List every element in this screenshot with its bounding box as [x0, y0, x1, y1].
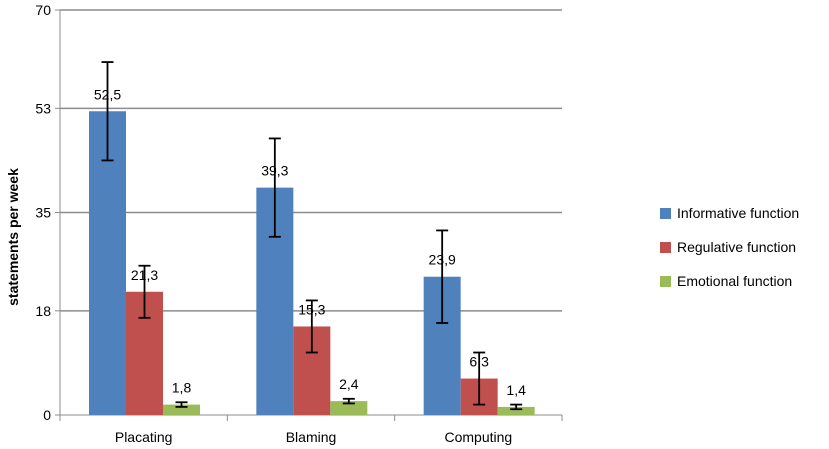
y-tick-label: 35: [35, 205, 51, 221]
legend-item-emotional: Emotional function: [660, 264, 799, 298]
y-tick-labels: 0 18 35 53 70: [35, 2, 51, 423]
data-label: 23,9: [429, 252, 456, 268]
y-axis-label: statements per week: [5, 168, 21, 306]
y-tick-label: 18: [35, 303, 51, 319]
data-label: 1,4: [506, 382, 526, 398]
bars: [89, 111, 535, 415]
legend-item-informative: Informative function: [660, 196, 799, 230]
legend: Informative function Regulative function…: [660, 196, 799, 298]
legend-swatch: [660, 207, 671, 219]
bar: [330, 401, 368, 415]
x-tick-label: Computing: [444, 429, 512, 445]
data-label: 6,3: [469, 354, 489, 370]
x-tick-labels: Placating Blaming Computing: [115, 429, 512, 445]
data-label: 1,8: [172, 380, 192, 396]
data-label: 21,3: [131, 267, 158, 283]
x-tick-label: Placating: [115, 429, 173, 445]
legend-item-regulative: Regulative function: [660, 230, 799, 264]
legend-label: Emotional function: [677, 273, 793, 289]
x-tick-label: Blaming: [286, 429, 337, 445]
data-label: 15,3: [298, 301, 325, 317]
legend-label: Informative function: [677, 205, 800, 221]
data-label: 2,4: [339, 376, 359, 392]
legend-swatch: [660, 275, 671, 287]
bar: [89, 111, 126, 415]
bar: [163, 404, 200, 415]
data-labels: 52,5 21,3 1,8 39,3 15,3 2,4 23,9 6,3 1,4: [94, 86, 526, 398]
legend-label: Regulative function: [677, 239, 797, 255]
y-tick-label: 0: [43, 407, 51, 423]
data-label: 52,5: [94, 86, 121, 102]
bar: [497, 406, 535, 415]
error-bars: [101, 61, 523, 411]
gridlines: [60, 9, 562, 312]
y-tick-label: 70: [35, 2, 51, 18]
data-label: 39,3: [261, 163, 288, 179]
legend-swatch: [660, 241, 671, 253]
y-tick-label: 53: [35, 100, 51, 116]
